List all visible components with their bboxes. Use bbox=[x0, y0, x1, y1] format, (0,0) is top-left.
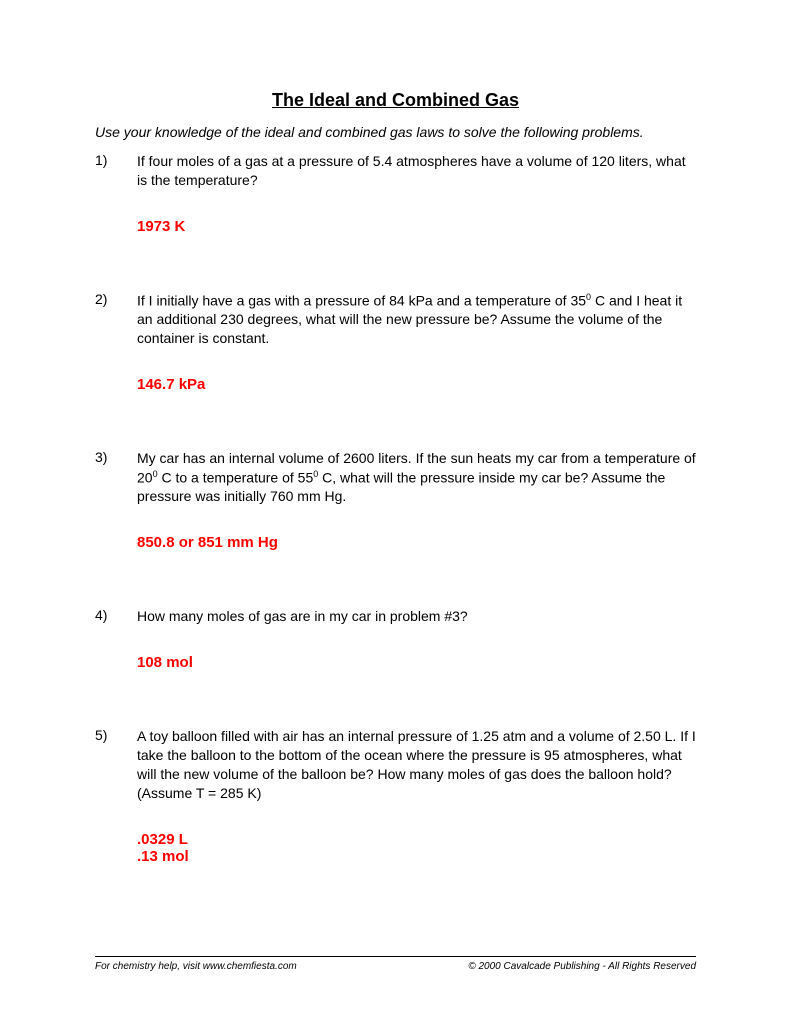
problem-number: 1) bbox=[95, 152, 137, 283]
problem-answer: 1973 K bbox=[137, 218, 696, 235]
problem-answer: 108 mol bbox=[137, 654, 696, 671]
page-title: The Ideal and Combined Gas bbox=[95, 90, 696, 111]
problem-number: 3) bbox=[95, 449, 137, 599]
problem-number: 2) bbox=[95, 291, 137, 441]
instructions-text: Use your knowledge of the ideal and comb… bbox=[95, 123, 696, 142]
problem-number: 5) bbox=[95, 727, 137, 913]
worksheet-page: The Ideal and Combined Gas Use your know… bbox=[0, 0, 791, 1024]
problem-5: 5) A toy balloon filled with air has an … bbox=[95, 727, 696, 913]
problem-number: 4) bbox=[95, 607, 137, 719]
page-footer: For chemistry help, visit www.chemfiesta… bbox=[95, 956, 696, 972]
problem-2: 2) If I initially have a gas with a pres… bbox=[95, 291, 696, 441]
problem-body: If four moles of a gas at a pressure of … bbox=[137, 152, 696, 283]
problem-text: If I initially have a gas with a pressur… bbox=[137, 291, 696, 348]
problem-answer: .0329 L .13 mol bbox=[137, 831, 696, 865]
answer-line-2: .13 mol bbox=[137, 848, 696, 865]
answer-line-1: .0329 L bbox=[137, 831, 696, 848]
problem-text: If four moles of a gas at a pressure of … bbox=[137, 152, 696, 190]
footer-right: © 2000 Cavalcade Publishing - All Rights… bbox=[468, 961, 696, 972]
problem-text: A toy balloon filled with air has an int… bbox=[137, 727, 696, 803]
problem-body: My car has an internal volume of 2600 li… bbox=[137, 449, 696, 599]
problem-4: 4) How many moles of gas are in my car i… bbox=[95, 607, 696, 719]
problem-answer: 146.7 kPa bbox=[137, 376, 696, 393]
problem-body: How many moles of gas are in my car in p… bbox=[137, 607, 696, 719]
footer-left: For chemistry help, visit www.chemfiesta… bbox=[95, 961, 297, 972]
problem-text: My car has an internal volume of 2600 li… bbox=[137, 449, 696, 506]
problem-body: If I initially have a gas with a pressur… bbox=[137, 291, 696, 441]
problem-text: How many moles of gas are in my car in p… bbox=[137, 607, 696, 626]
problem-answer: 850.8 or 851 mm Hg bbox=[137, 534, 696, 551]
problem-body: A toy balloon filled with air has an int… bbox=[137, 727, 696, 913]
problem-1: 1) If four moles of a gas at a pressure … bbox=[95, 152, 696, 283]
problem-3: 3) My car has an internal volume of 2600… bbox=[95, 449, 696, 599]
